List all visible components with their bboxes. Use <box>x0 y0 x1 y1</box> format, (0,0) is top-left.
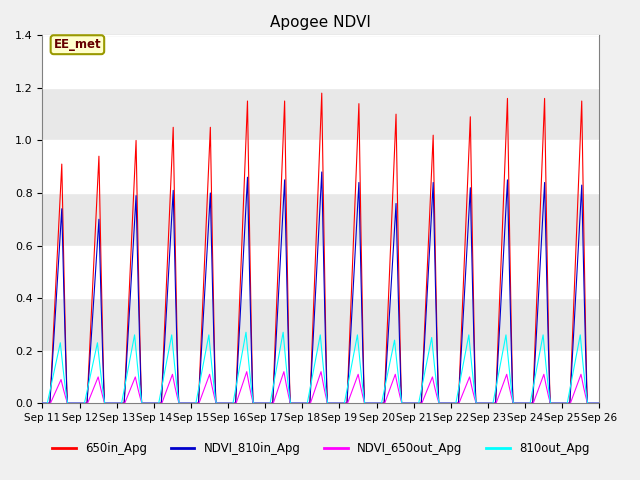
Bar <box>42 36 600 88</box>
Bar <box>42 246 600 298</box>
Title: Apogee NDVI: Apogee NDVI <box>271 15 371 30</box>
Text: EE_met: EE_met <box>54 38 101 51</box>
Legend: 650in_Apg, NDVI_810in_Apg, NDVI_650out_Apg, 810out_Apg: 650in_Apg, NDVI_810in_Apg, NDVI_650out_A… <box>47 437 595 460</box>
Bar <box>42 351 600 403</box>
Bar <box>42 141 600 193</box>
